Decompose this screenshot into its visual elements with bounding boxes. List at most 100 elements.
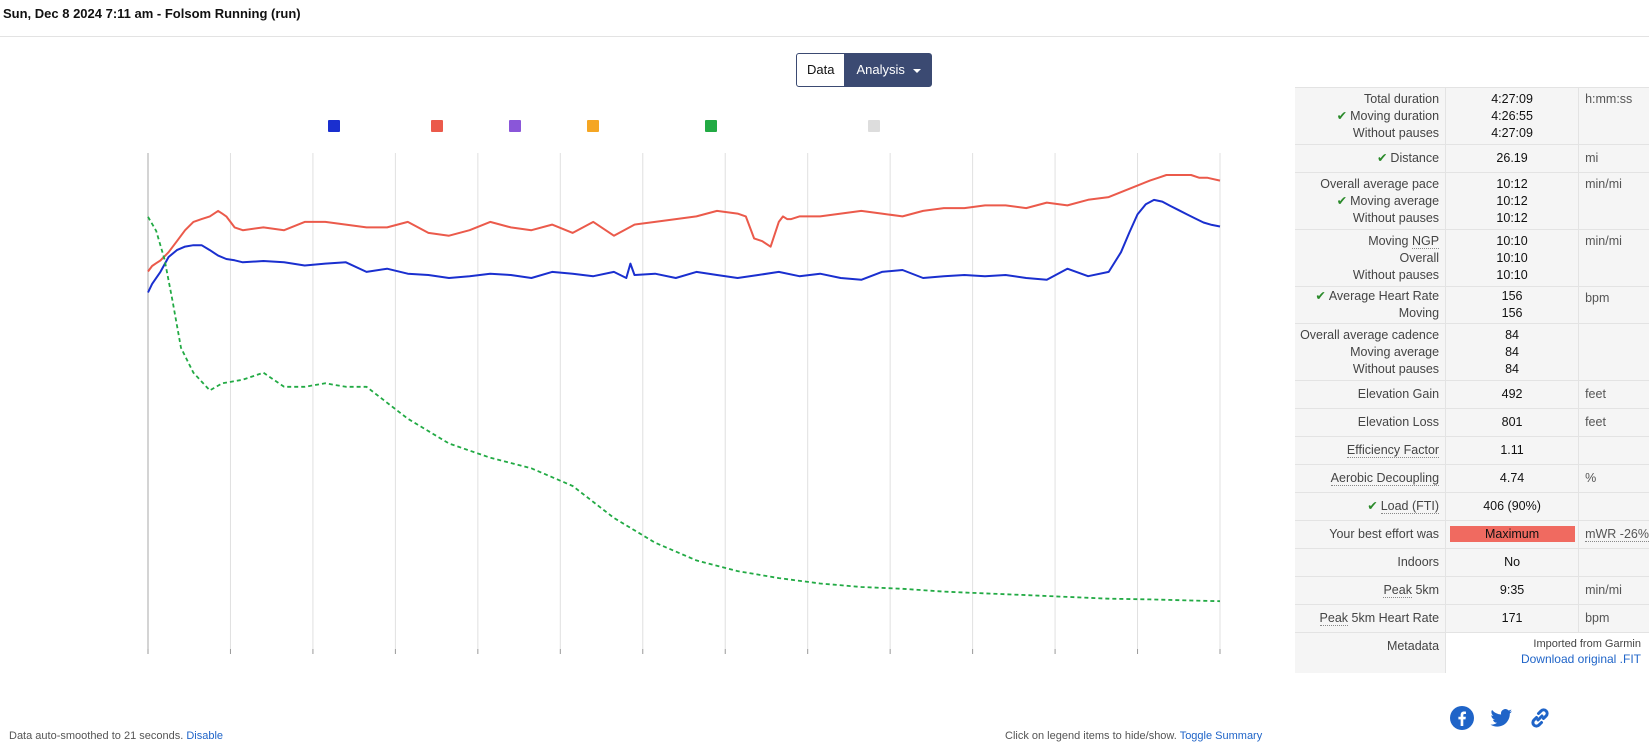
- data-button[interactable]: Data: [796, 53, 846, 87]
- summary-value-line: 801: [1446, 414, 1578, 431]
- session-metrics-chart: [0, 92, 1290, 742]
- summary-value-cell: 171: [1445, 604, 1580, 633]
- summary-value-text: 9:35: [1499, 583, 1525, 597]
- facebook-icon[interactable]: [1449, 705, 1475, 731]
- summary-value-cell: 84 84 84: [1445, 323, 1580, 381]
- summary-row-metadata: Metadata Imported from Garmin Download ori…: [1295, 632, 1649, 673]
- summary-unit-text: min/mi: [1585, 234, 1622, 248]
- series-line-wr: [147, 216, 1221, 603]
- disable-smoothing-link[interactable]: Disable: [186, 730, 224, 742]
- summary-value-cell: 26.19: [1445, 144, 1580, 173]
- summary-value-text: 84: [1505, 344, 1520, 359]
- summary-label-cell: Elevation Gain: [1295, 380, 1447, 409]
- summary-value-text: 4.74: [1499, 471, 1525, 485]
- summary-label-cell: Peak 5km Heart Rate: [1295, 604, 1447, 633]
- summary-label-cell: ✔ Distance: [1295, 144, 1447, 173]
- summary-value-text: 156: [1501, 289, 1523, 303]
- summary-unit-line: bpm: [1585, 610, 1649, 627]
- summary-value-text: 10:12: [1496, 210, 1528, 225]
- summary-unit-text: min/mi: [1585, 583, 1622, 597]
- summary-unit-text: min/mi: [1585, 177, 1622, 191]
- summary-label-text: Indoors: [1397, 555, 1440, 569]
- summary-label-text: Overall average pace: [1320, 176, 1440, 191]
- summary-unit-cell: %: [1578, 464, 1649, 493]
- summary-value-cell: 4:27:09 4:26:55 4:27:09: [1445, 87, 1580, 145]
- summary-value-line: 10:12: [1446, 193, 1578, 210]
- legend-swatch: [705, 120, 717, 132]
- summary-table: Total duration ✔ Moving duration Without pa…: [1295, 87, 1649, 673]
- toggle-summary-link[interactable]: Toggle Summary: [1179, 730, 1263, 742]
- summary-label-text: Moving duration: [1350, 108, 1440, 123]
- summary-label-text: Without pauses: [1352, 210, 1440, 225]
- twitter-icon[interactable]: [1488, 705, 1514, 731]
- summary-label-text: Without pauses: [1352, 267, 1440, 282]
- summary-label-cell: Your best effort was: [1295, 520, 1447, 549]
- summary-label-cell: Moving NGP Overall Without pauses: [1295, 229, 1447, 287]
- summary-label-term: Peak: [1383, 583, 1412, 598]
- summary-value-line: 10:10: [1446, 233, 1578, 250]
- summary-row: Indoors No: [1295, 548, 1649, 577]
- summary-label-text: Moving average: [1350, 193, 1440, 208]
- summary-value-line: 4.74: [1446, 470, 1578, 487]
- summary-label-line: ✔ Moving duration: [1295, 108, 1439, 125]
- summary-unit-cell: min/mi: [1578, 576, 1649, 605]
- summary-row: Elevation Loss 801 feet: [1295, 408, 1649, 437]
- analysis-dropdown-button[interactable]: Analysis: [845, 53, 932, 87]
- summary-row: Moving NGP Overall Without pauses 10:10 10:1…: [1295, 229, 1649, 287]
- smoothing-text: Data auto-smoothed to 21 seconds.: [9, 730, 184, 742]
- summary-row: Your best effort was Maximum mWR -26%: [1295, 520, 1649, 549]
- summary-unit-text: feet: [1585, 387, 1606, 401]
- summary-value-line: 10:12: [1446, 176, 1578, 193]
- summary-value-text: No: [1504, 555, 1521, 569]
- link-icon[interactable]: [1527, 705, 1553, 731]
- smoothing-note: Data auto-smoothed to 21 seconds. Disabl…: [9, 730, 223, 742]
- summary-label-text: Total duration: [1364, 91, 1440, 106]
- summary-label-line: Moving: [1295, 305, 1439, 322]
- summary-label-cell: Overall average pace ✔ Moving average Witho…: [1295, 172, 1447, 230]
- summary-unit-line: min/mi: [1585, 176, 1649, 193]
- chart-svg: [147, 120, 1221, 654]
- summary-unit-line: min/mi: [1585, 233, 1649, 250]
- summary-unit-line: feet: [1585, 386, 1649, 403]
- summary-unit-text: bpm: [1585, 291, 1610, 305]
- summary-label-line: Peak 5km: [1383, 583, 1440, 598]
- summary-label-line: Without pauses: [1295, 267, 1439, 284]
- summary-value-cell: 156 156: [1445, 286, 1580, 324]
- summary-value-text: 84: [1505, 327, 1520, 342]
- summary-label-text: Efficiency Factor: [1346, 443, 1440, 458]
- summary-unit-cell: [1578, 323, 1649, 381]
- summary-label-text: Moving: [1398, 306, 1440, 320]
- series-line-hr: [147, 174, 1221, 273]
- summary-label-line: Aerobic Decoupling: [1295, 470, 1440, 487]
- summary-label-cell: Elevation Loss: [1295, 408, 1447, 437]
- summary-label-line: Your best effort was: [1295, 526, 1439, 543]
- legend-swatch: [509, 120, 521, 132]
- summary-value-line: 26.19: [1446, 150, 1578, 167]
- summary-label-line: Overall: [1295, 250, 1439, 267]
- summary-label-text: Aerobic Decoupling: [1330, 471, 1440, 486]
- summary-unit-cell: [1578, 436, 1649, 465]
- page-title: Sun, Dec 8 2024 7:11 am - Folsom Running…: [3, 6, 301, 21]
- summary-label-cell: Efficiency Factor: [1295, 436, 1447, 465]
- summary-value-text: 1.11: [1500, 443, 1524, 457]
- summary-label-text: Without pauses: [1352, 361, 1440, 376]
- download-fit-link[interactable]: Download original .FIT: [1520, 652, 1641, 666]
- summary-label-line: Without pauses: [1295, 125, 1439, 142]
- summary-value-cell: Maximum: [1445, 520, 1580, 549]
- summary-unit-line: bpm: [1585, 290, 1649, 307]
- summary-value-text: 171: [1501, 611, 1523, 625]
- summary-label-line: Elevation Gain: [1295, 386, 1439, 403]
- summary-value-text: 406 (90%): [1483, 499, 1541, 513]
- summary-unit-line: min/mi: [1585, 582, 1649, 599]
- summary-label-text: Without pauses: [1352, 125, 1440, 140]
- summary-unit-cell: mi: [1578, 144, 1649, 173]
- summary-row: Elevation Gain 492 feet: [1295, 380, 1649, 409]
- effort-badge: Maximum: [1449, 526, 1575, 542]
- summary-unit-cell: min/mi: [1578, 229, 1649, 287]
- summary-unit-text: bpm: [1585, 611, 1610, 625]
- summary-label-line: Overall average pace: [1295, 176, 1439, 193]
- summary-label-term: NGP: [1411, 233, 1440, 249]
- summary-label-term: Peak: [1319, 611, 1349, 626]
- series-line-pace: [147, 198, 1221, 293]
- summary-unit-line: feet: [1585, 414, 1649, 431]
